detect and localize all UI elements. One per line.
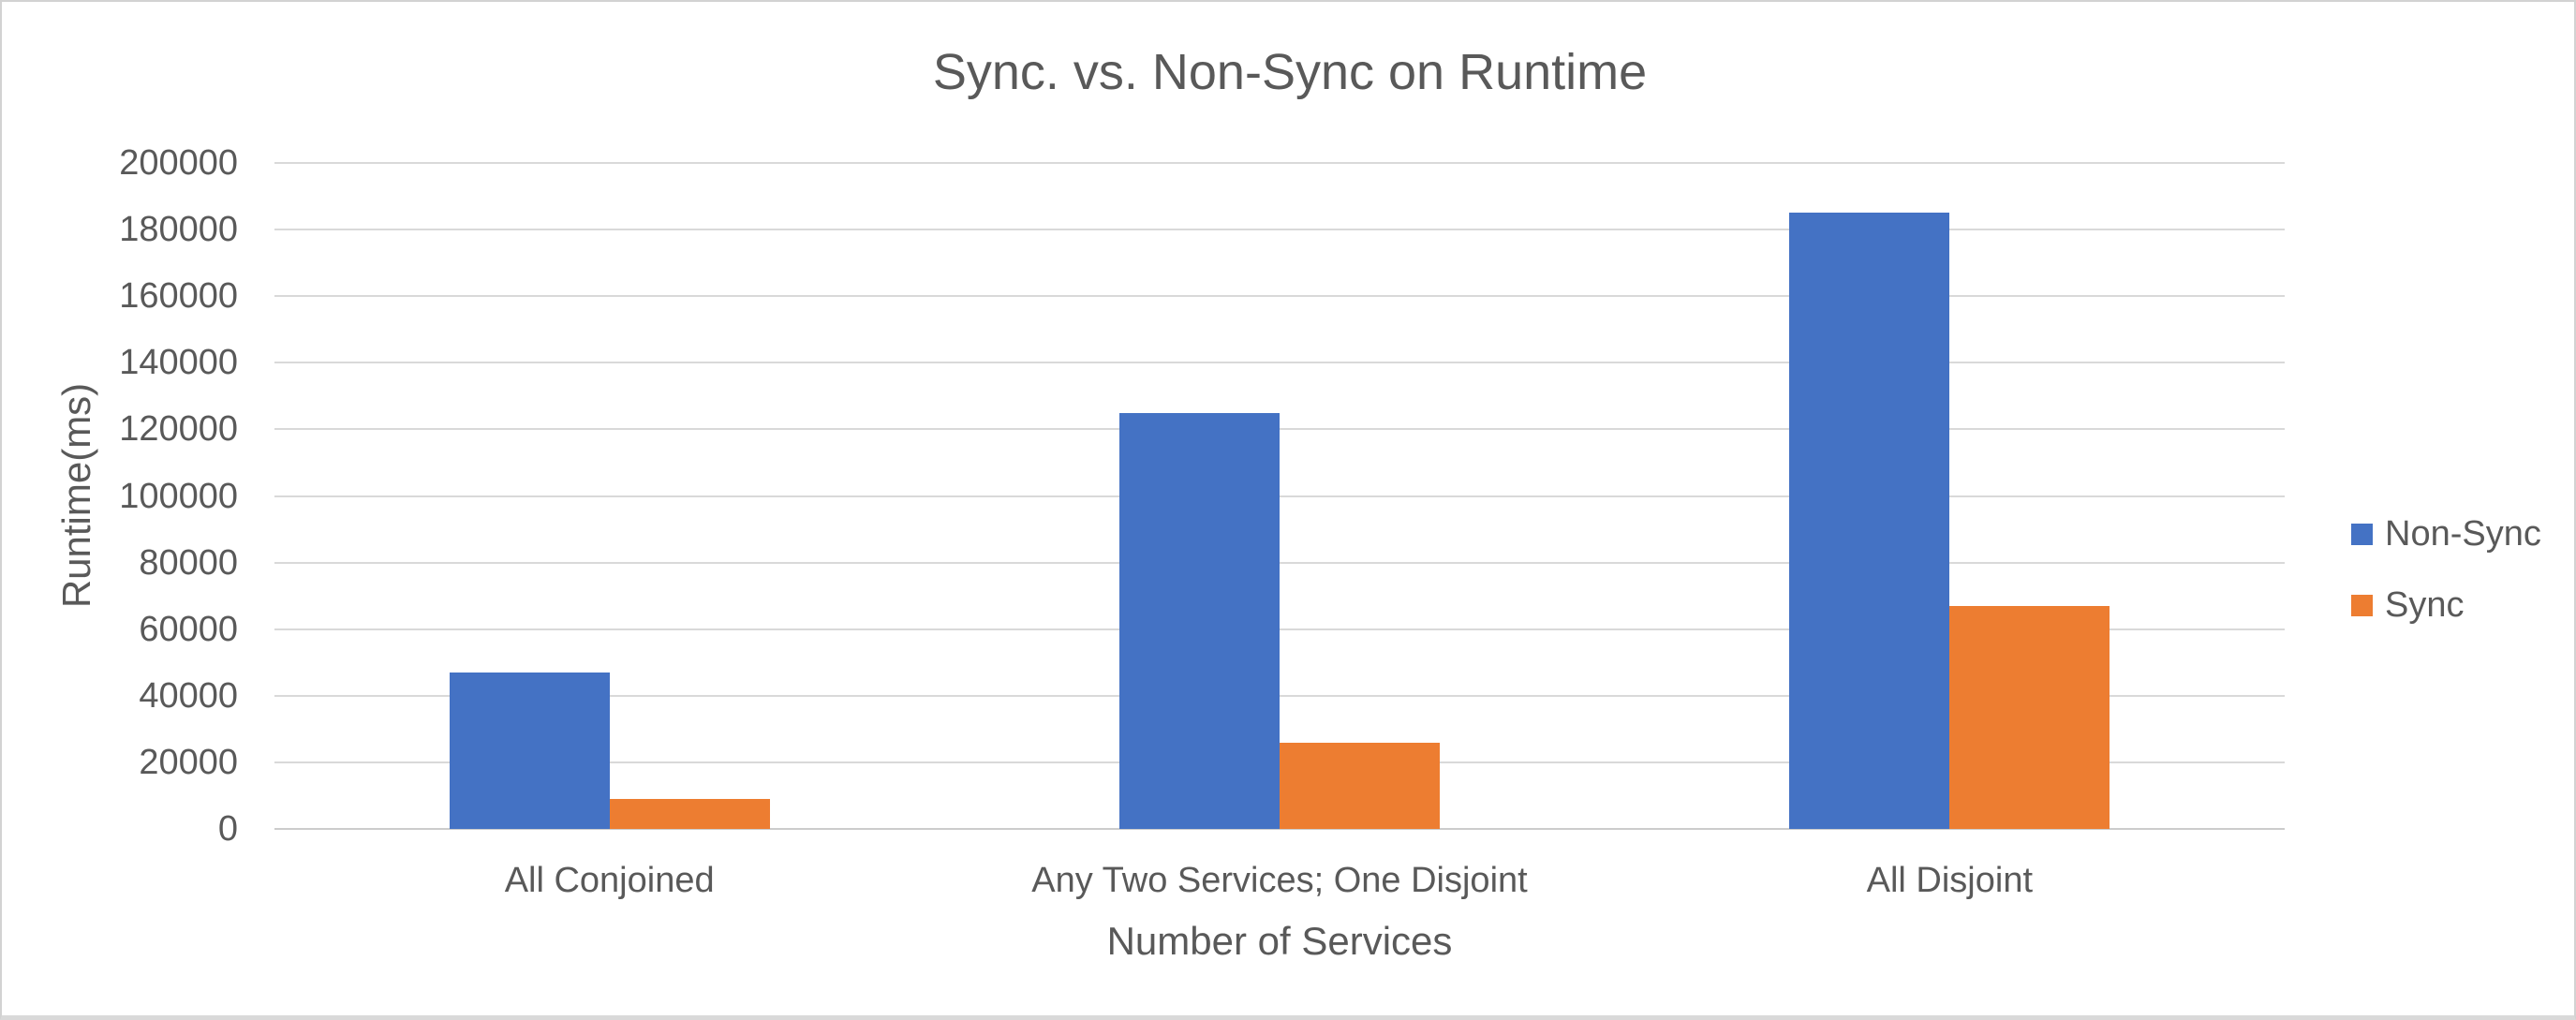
y-tick-label: 180000 xyxy=(119,210,238,250)
y-tick-label: 200000 xyxy=(119,143,238,183)
gridline xyxy=(274,362,2285,364)
bar-sync-all-conjoined xyxy=(609,799,770,829)
chart-title: Sync. vs. Non-Sync on Runtime xyxy=(932,44,1648,100)
legend-swatch-non-sync xyxy=(2351,523,2373,545)
y-tick-label: 80000 xyxy=(139,542,238,583)
legend-label-sync: Sync xyxy=(2385,585,2465,625)
x-axis-line xyxy=(274,828,2285,830)
x-axis-title: Number of Services xyxy=(1106,919,1453,963)
gridline xyxy=(274,229,2285,231)
bar-non-sync-any-two-services-one-disjoint xyxy=(1119,412,1280,829)
gridline xyxy=(274,162,2285,164)
bar-sync-all-disjoint xyxy=(1949,605,2110,829)
gridline xyxy=(274,561,2285,564)
x-category-label-all-disjoint: All Disjoint xyxy=(1866,861,2034,900)
gridline xyxy=(274,295,2285,298)
y-tick-label: 140000 xyxy=(119,343,238,383)
bar-non-sync-all-disjoint xyxy=(1789,213,1950,829)
y-tick-label: 40000 xyxy=(139,675,238,716)
gridline xyxy=(274,428,2285,431)
gridline xyxy=(274,694,2285,697)
legend-item-non-sync: Non-Sync xyxy=(2351,513,2541,554)
y-tick-label: 60000 xyxy=(139,609,238,649)
legend-label-non-sync: Non-Sync xyxy=(2385,514,2541,554)
bar-sync-any-two-services-one-disjoint xyxy=(1280,742,1440,829)
y-tick-label: 120000 xyxy=(119,409,238,450)
x-category-label-any-two-services-one-disjoint: Any Two Services; One Disjoint xyxy=(1031,861,1528,900)
legend: Non-Sync Sync xyxy=(2351,513,2541,626)
bar-non-sync-all-conjoined xyxy=(449,672,610,829)
legend-swatch-sync xyxy=(2351,594,2373,616)
y-tick-label: 20000 xyxy=(139,742,238,782)
gridline xyxy=(274,628,2285,630)
plot-area xyxy=(274,162,2285,830)
y-tick-label: 160000 xyxy=(119,276,238,317)
y-tick-label: 100000 xyxy=(119,476,238,516)
legend-item-sync: Sync xyxy=(2351,584,2541,626)
gridline xyxy=(274,495,2285,497)
y-tick-label: 0 xyxy=(217,809,238,849)
x-category-label-all-conjoined: All Conjoined xyxy=(504,861,715,900)
